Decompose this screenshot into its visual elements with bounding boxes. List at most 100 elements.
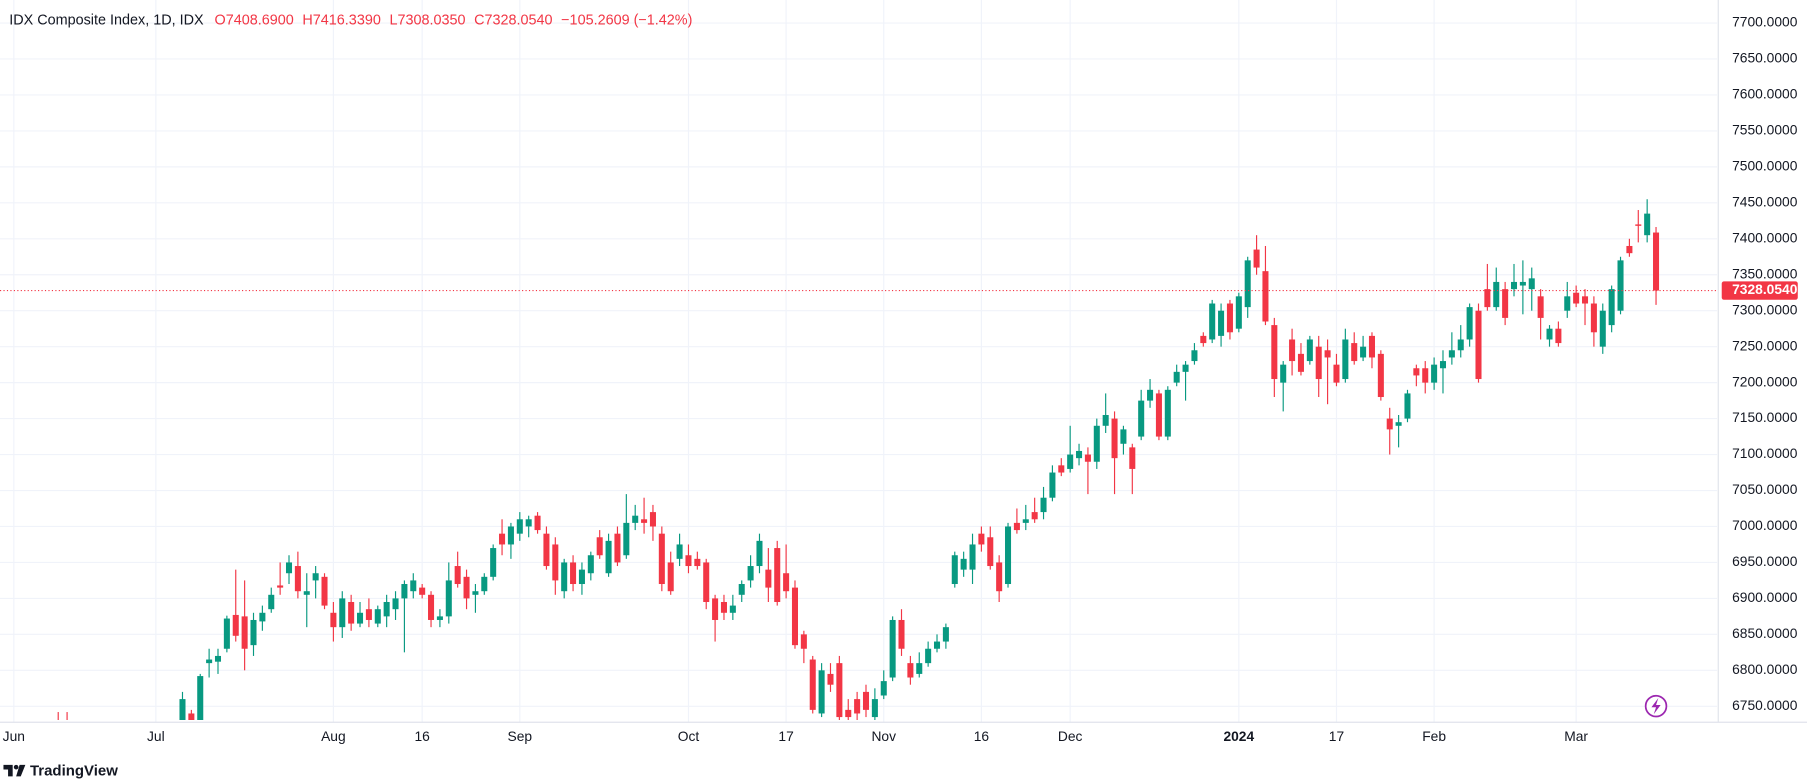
candle-body [1484,289,1491,308]
candle-body [1084,454,1091,462]
candle-body [1422,368,1429,383]
candle-body [1528,278,1535,290]
alert-bolt[interactable] [1651,698,1661,715]
candle-body [454,566,461,585]
candle-body [339,598,346,628]
candle-body [809,659,816,710]
candle-body [1324,350,1331,358]
y-tick-label: 6750.0000 [1732,697,1798,713]
x-tick-label: Jun [3,728,25,744]
candle-body [1209,303,1216,340]
y-tick-label: 7500.0000 [1732,158,1798,174]
change-value: −105.2609 (−1.42%) [561,13,692,29]
candle-body [1573,292,1580,304]
logo-mark[interactable] [3,764,13,777]
candle-body [1067,454,1074,469]
brand-name[interactable]: TradingView [30,763,118,780]
brand-logo[interactable]: TradingView [3,763,118,780]
candle-body [889,619,896,678]
candle-body [1040,497,1047,513]
y-tick-label: 7450.0000 [1732,193,1798,209]
candle-body [1599,310,1606,347]
candle-body [1439,361,1447,369]
candle-body [1493,281,1500,308]
candle-body [206,659,213,664]
candle-body [1590,303,1597,333]
chart-header: IDX Composite Index, 1D, IDX O7408.6900 … [9,13,692,29]
candle-body [933,641,941,649]
y-tick-label: 7000.0000 [1732,517,1798,533]
candle-body [1218,310,1225,336]
candle-body [1289,339,1296,362]
candle-body [614,533,621,563]
candle-body [1262,271,1269,322]
candle-body [303,591,310,595]
candle-body [1626,245,1633,254]
candle-body [250,619,257,646]
low-value: L7308.0350 [389,13,465,29]
candle-body [676,544,683,559]
candle-body [587,555,594,574]
candle-body [720,601,727,613]
y-tick-label: 7300.0000 [1732,301,1798,317]
candle-body [1129,447,1136,469]
logo-mark[interactable] [16,764,26,777]
candle-body [738,584,745,595]
x-tick-label: 16 [414,728,430,744]
candle-body [703,562,710,602]
axes: 6750.0000 6800.0000 6850.0000 6900.0000 6950… [0,14,1798,744]
candle-body [1315,346,1322,380]
candle-body [294,566,301,592]
candle-body [1147,389,1154,401]
candle-body [232,614,239,636]
candle-body [1253,249,1260,268]
candle-body [862,691,870,710]
candle-body [1244,260,1251,308]
candle-body [1386,418,1393,430]
candle-body [712,598,719,620]
candle-body [960,558,967,570]
candle-body [623,522,630,556]
open-value: O7408.6900 [215,13,294,29]
candle-body [1235,296,1242,329]
candle-body [1297,353,1304,372]
candle-body [1510,281,1518,290]
candle-body [1005,526,1012,585]
y-tick-label: 6950.0000 [1732,553,1798,569]
y-tick-label: 7600.0000 [1732,86,1798,102]
candle-body [1191,350,1198,362]
candle-body [1333,364,1340,383]
logo-dot[interactable] [13,764,19,770]
x-tick-label: Aug [321,728,346,744]
candle-body [774,548,781,602]
candle-body [570,562,577,585]
y-tick-label: 7400.0000 [1732,229,1798,245]
candle-body [685,555,692,567]
y-tick-label: 7050.0000 [1732,481,1798,497]
candle-body [1519,281,1526,286]
x-tick-label: Sep [508,728,533,744]
x-tick-label: 16 [974,728,990,744]
candle-body [1173,371,1180,383]
candle-body [1404,393,1411,419]
candle-body [1653,232,1660,291]
candle-body [1466,307,1473,340]
candle-body [241,616,248,649]
alert-icon[interactable] [1644,694,1668,718]
candle-body [641,519,648,523]
candle-body [552,544,559,581]
candle-body [534,515,541,531]
candle-body [800,634,807,649]
candle-body [481,576,488,592]
candle-body [1644,213,1651,236]
candle-body [1564,296,1571,311]
candle-body [1102,414,1109,426]
price-label-box [1721,281,1798,300]
x-tick-label: Oct [678,728,700,744]
symbol: IDX Composite Index, 1D, IDX [9,13,204,29]
candle-body [1138,400,1145,437]
candle-body [499,533,506,545]
candle-body [1271,325,1278,380]
candle-body [1395,422,1402,426]
